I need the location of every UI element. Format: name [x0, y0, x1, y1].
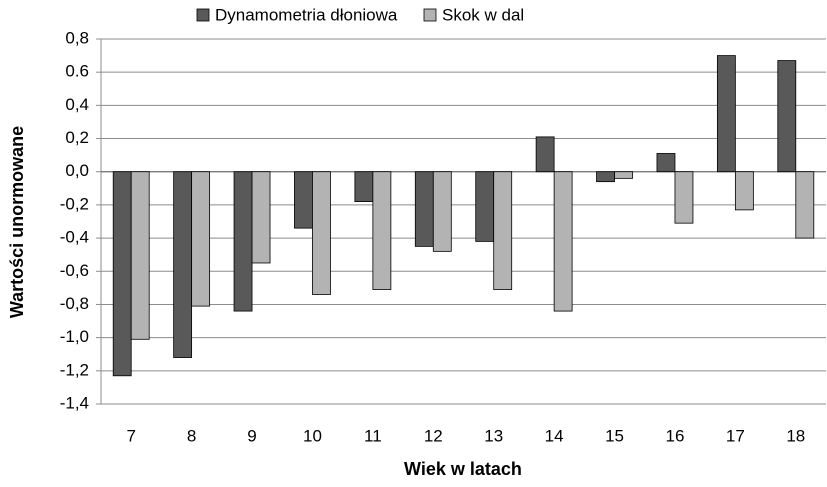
- bar: [173, 171, 193, 358]
- bar: [112, 171, 132, 377]
- x-tick-label: 11: [364, 426, 382, 445]
- x-axis-title: Wiek w latach: [404, 459, 522, 479]
- x-tick-label: 15: [605, 426, 624, 445]
- bar: [312, 171, 331, 295]
- y-tick-label: 0,0: [65, 161, 89, 180]
- x-tick-label: 14: [545, 426, 564, 445]
- x-tick-label: 10: [303, 426, 322, 445]
- bar: [294, 171, 313, 229]
- bar: [535, 136, 555, 173]
- bar: [777, 60, 797, 173]
- x-tick-label: 13: [484, 426, 503, 445]
- y-tick-label: -0,2: [60, 194, 89, 213]
- legend-swatch: [196, 8, 210, 22]
- legend-swatch: [423, 8, 437, 22]
- bar: [372, 171, 392, 290]
- bar: [553, 171, 573, 312]
- bar: [432, 171, 452, 252]
- bar: [795, 171, 815, 239]
- y-axis-title: Wartości unormowane: [7, 126, 27, 318]
- x-tick-label: 16: [665, 426, 684, 445]
- bar: [414, 171, 434, 247]
- y-tick-label: -0,6: [60, 261, 89, 280]
- y-tick-label: -0,4: [60, 228, 89, 247]
- y-tick-label: 0.6: [65, 62, 89, 81]
- y-tick-label: -0,8: [60, 294, 89, 313]
- x-tick-label: 9: [247, 426, 256, 445]
- x-tick-label: 17: [726, 426, 745, 445]
- y-tick-label: 0,8: [65, 28, 89, 47]
- x-tick-label: 18: [786, 426, 805, 445]
- y-tick-label: -1,4: [60, 393, 89, 412]
- bar: [596, 171, 615, 183]
- bar: [251, 171, 271, 264]
- bar: [674, 171, 694, 224]
- bar: [493, 171, 513, 290]
- y-tick-label: -1,2: [60, 360, 89, 379]
- bar: [354, 171, 374, 202]
- y-tick-label: -1,0: [60, 327, 89, 346]
- bar: [614, 171, 633, 179]
- bar: [130, 171, 150, 340]
- bar: [233, 171, 253, 312]
- bar: [475, 171, 495, 242]
- y-tick-label: 0,4: [65, 95, 89, 114]
- x-tick-label: 7: [126, 426, 135, 445]
- bar: [191, 171, 211, 307]
- bar: [716, 55, 736, 173]
- bar: [656, 153, 676, 173]
- x-tick-label: 8: [187, 426, 196, 445]
- x-tick-label: 12: [424, 426, 443, 445]
- legend-label: Skok w dal: [442, 5, 524, 24]
- bar: [734, 171, 754, 211]
- legend-label: Dynamometria dłoniowa: [215, 5, 398, 24]
- y-tick-label: 0,2: [65, 128, 89, 147]
